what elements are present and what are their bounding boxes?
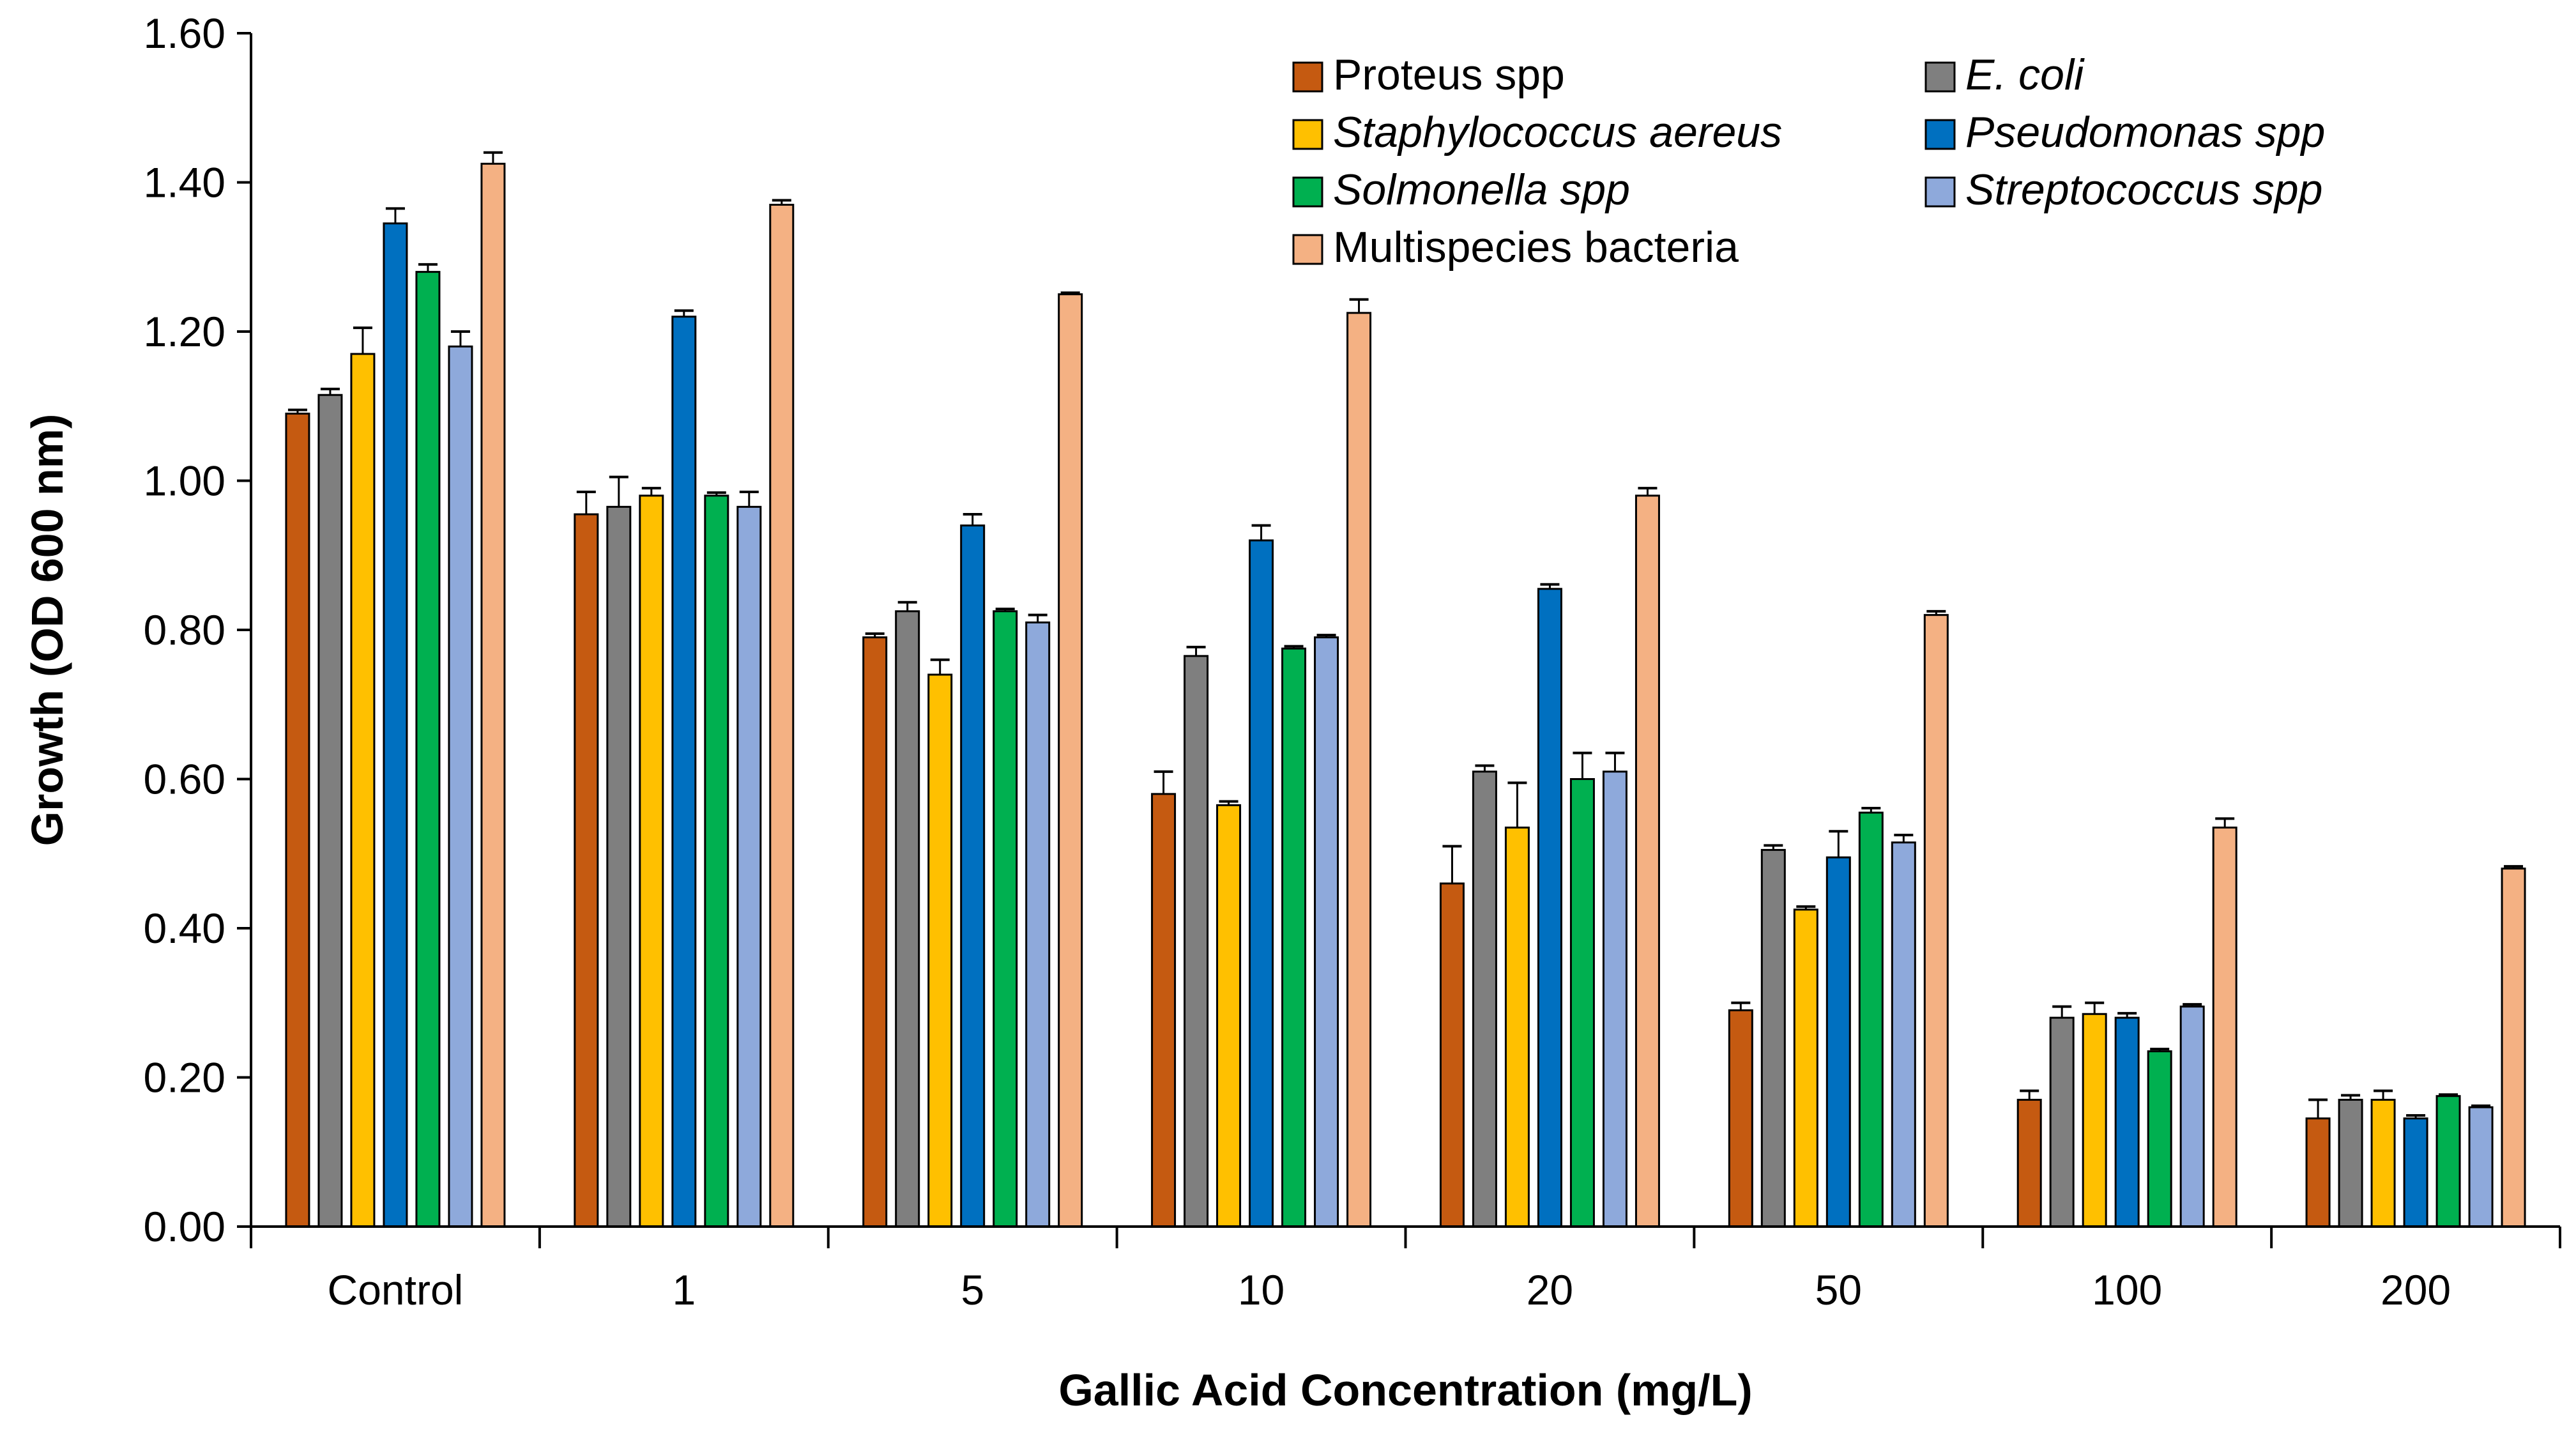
y-tick-label: 0.20 — [144, 1054, 225, 1101]
bar — [1504, 826, 1530, 1228]
bar — [317, 394, 343, 1228]
legend-label: Proteus spp — [1333, 50, 1565, 99]
bar — [1635, 494, 1660, 1228]
bar — [606, 505, 632, 1228]
bar — [1793, 908, 1818, 1228]
x-tick-label: 10 — [1238, 1266, 1284, 1313]
bar — [1891, 841, 1916, 1228]
y-tick-label: 0.00 — [144, 1203, 225, 1250]
bar — [2049, 1016, 2075, 1228]
bar — [2016, 1099, 2042, 1228]
legend-swatch — [1924, 61, 1956, 93]
bar — [2305, 1117, 2331, 1228]
bar — [1346, 312, 1372, 1228]
bar — [1569, 778, 1595, 1228]
bar — [704, 494, 729, 1228]
bar — [769, 204, 795, 1228]
legend-swatch — [1924, 119, 1956, 150]
x-tick-label: 1 — [672, 1266, 696, 1313]
bar — [448, 345, 473, 1228]
bar — [350, 353, 376, 1228]
bar — [1439, 882, 1465, 1228]
bar — [1151, 793, 1177, 1228]
x-tick-label: 5 — [961, 1266, 984, 1313]
legend: Proteus spp E. coli Staphylococcus aereus P… — [1292, 50, 2325, 272]
bar — [480, 162, 506, 1228]
bar — [2338, 1099, 2363, 1228]
y-tick-label: 1.60 — [144, 10, 225, 57]
y-tick-label: 1.20 — [144, 308, 225, 355]
bars — [285, 151, 2526, 1228]
x-tick-label: Control — [328, 1266, 464, 1313]
bar — [1184, 655, 1209, 1228]
bar — [2435, 1095, 2461, 1228]
x-axis-title: Gallic Acid Concentration (mg/L) — [1058, 1365, 1752, 1415]
bar — [1858, 811, 1884, 1228]
bar — [1825, 856, 1851, 1228]
bar — [993, 610, 1018, 1228]
bar — [2212, 826, 2237, 1228]
y-tick-label: 1.00 — [144, 457, 225, 505]
x-tick-label: 20 — [1527, 1266, 1573, 1313]
bar — [1728, 1009, 1753, 1228]
y-tick-label: 1.40 — [144, 159, 225, 206]
bar — [1314, 636, 1339, 1228]
bar — [2179, 1006, 2205, 1228]
bar — [2114, 1016, 2140, 1228]
legend-swatch — [1292, 61, 1323, 93]
bar — [1760, 848, 1786, 1228]
bar — [574, 513, 599, 1228]
bar — [285, 412, 310, 1228]
bar — [1923, 614, 1949, 1228]
y-axis-title: Growth (OD 600 nm) — [22, 414, 72, 846]
bar — [1249, 539, 1274, 1228]
bar — [1216, 804, 1242, 1228]
bar — [927, 673, 953, 1228]
bar — [2468, 1106, 2494, 1228]
x-tick-label: 100 — [2092, 1266, 2162, 1313]
bar — [1058, 293, 1083, 1228]
legend-swatch — [1292, 119, 1323, 150]
axes — [250, 33, 2560, 1228]
bar — [2501, 868, 2526, 1228]
bar — [2403, 1117, 2428, 1228]
bar — [2147, 1050, 2172, 1228]
bar — [960, 524, 986, 1228]
x-tick-label: 200 — [2381, 1266, 2451, 1313]
bar — [2370, 1099, 2396, 1228]
legend-label: Multispecies bacteria — [1333, 223, 1739, 272]
x-axis-ticks: Control 1 5 10 20 50 100 200 — [250, 1227, 2561, 1313]
bar — [895, 610, 920, 1228]
bar — [736, 505, 762, 1228]
bar — [2082, 1013, 2107, 1228]
legend-swatch — [1924, 176, 1956, 208]
y-tick-label: 0.80 — [144, 606, 225, 654]
x-tick-label: 50 — [1815, 1266, 1862, 1313]
legend-label: Pseudomonas spp — [1965, 108, 2325, 157]
bar — [639, 494, 664, 1228]
bar — [383, 222, 408, 1228]
legend-label: E. coli — [1965, 50, 2085, 99]
bar — [1472, 770, 1497, 1228]
y-tick-label: 0.60 — [144, 756, 225, 803]
y-tick-label: 0.40 — [144, 905, 225, 952]
bar — [1537, 588, 1562, 1228]
legend-label: Streptococcus spp — [1965, 165, 2322, 214]
legend-swatch — [1292, 176, 1323, 208]
bar — [1602, 770, 1627, 1228]
bar — [671, 316, 697, 1228]
legend-label: Solmonella spp — [1333, 165, 1630, 214]
bar — [1025, 621, 1051, 1228]
y-axis-ticks: 0.00 0.20 0.40 0.60 0.80 1.00 1.20 1.40 1.60 — [144, 10, 251, 1250]
bar — [862, 636, 888, 1228]
legend-label: Staphylococcus aereus — [1333, 108, 1782, 157]
legend-swatch — [1292, 234, 1323, 265]
bar — [415, 271, 441, 1228]
bar — [1281, 647, 1307, 1228]
